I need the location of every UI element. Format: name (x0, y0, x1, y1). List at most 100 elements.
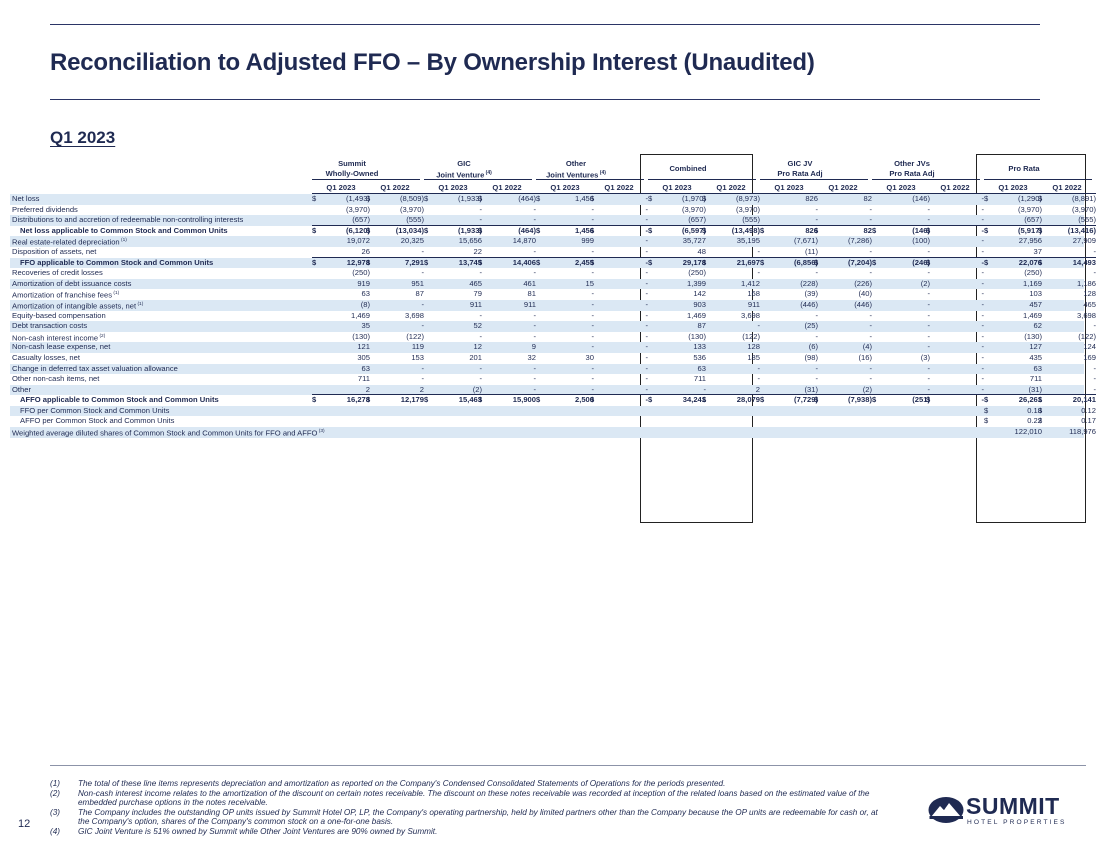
table-row: Amortization of intangible assets, net (… (10, 299, 1096, 311)
table-cell: (6,120) (345, 225, 370, 235)
currency-symbol: $ (424, 395, 429, 405)
table-cell: (657) (688, 215, 706, 225)
table-cell: (130) (1024, 331, 1042, 341)
table-cell: - (591, 246, 594, 256)
table-cell: (250) (688, 268, 706, 278)
table-cell: - (927, 215, 930, 225)
table-cell: (6,597) (681, 225, 706, 235)
table-cell: 27,956 (1018, 236, 1042, 246)
table-cell: 12,978 (346, 257, 370, 267)
table-cell: 16,278 (346, 395, 370, 405)
table-cell: - (869, 310, 872, 320)
table-cell: 82 (863, 194, 872, 203)
table-cell: (7,286) (847, 236, 872, 246)
subtotal-underline (872, 256, 930, 258)
table-cell: 169 (1083, 352, 1096, 362)
table-cell: (7,729) (793, 395, 818, 405)
table-cell: (100) (912, 236, 930, 246)
table-cell: 536 (693, 352, 706, 362)
row-label: Other (12, 384, 31, 394)
table-cell: 951 (411, 278, 424, 288)
column-header: Q1 2023 (998, 183, 1028, 192)
table-cell: 2,455 (574, 257, 594, 267)
table-cell: - (479, 374, 482, 384)
table-cell: - (815, 363, 818, 373)
table-cell: - (869, 331, 872, 341)
subtotal-underline (760, 256, 818, 258)
row-label: Non-cash lease expense, net (12, 342, 111, 352)
subtotal-underline (702, 256, 760, 258)
table-cell: - (981, 278, 984, 288)
table-cell: - (815, 331, 818, 341)
table-cell: - (479, 215, 482, 225)
table-cell: (2) (920, 278, 930, 288)
group-header-underline (648, 179, 756, 180)
table-cell: - (981, 215, 984, 225)
table-cell: - (927, 204, 930, 214)
group-header-line1: GIC JV (787, 159, 813, 168)
currency-symbol: $ (926, 395, 931, 405)
table-cell: (6) (808, 342, 818, 352)
group-header-underline (424, 179, 532, 180)
currency-symbol: $ (926, 257, 931, 267)
page-number: 12 (18, 818, 31, 830)
table-cell: 2 (755, 384, 760, 394)
table-cell: - (645, 289, 648, 299)
table-cell: (555) (742, 215, 760, 225)
table-cell: - (645, 225, 648, 235)
table-cell: 14,406 (512, 257, 536, 267)
group-header-underline (312, 179, 420, 180)
table-cell: - (981, 352, 984, 362)
table-cell: - (645, 194, 648, 203)
table-cell: (146) (912, 194, 930, 203)
currency-symbol: $ (872, 257, 877, 267)
table-cell: - (533, 363, 536, 373)
currency-symbol: $ (1038, 257, 1043, 267)
table-cell: (4) (862, 342, 872, 352)
table-cell: 305 (357, 352, 370, 362)
table-cell: (6,856) (793, 257, 818, 267)
table-row: Disposition of assets, net 26 - 22 - - - 48 - (11… (10, 246, 1096, 258)
table-cell: - (927, 342, 930, 352)
footnote: (4) GIC Joint Venture is 51% owned by Sum… (50, 827, 890, 837)
table-cell: - (421, 363, 424, 373)
subtotal-underline (926, 394, 984, 396)
table-cell: (250) (1024, 268, 1042, 278)
row-label: AFFO per Common Stock and Common Units (20, 416, 175, 426)
currency-symbol: $ (1038, 395, 1043, 405)
table-cell: - (1093, 268, 1096, 278)
group-header-line2: Pro Rata Adj (889, 169, 935, 178)
table-cell: - (421, 374, 424, 384)
table-cell: 1,399 (686, 278, 706, 288)
table-cell: - (757, 374, 760, 384)
table-cell: 826 (805, 194, 818, 203)
column-header-underline (648, 193, 706, 194)
table-cell: - (645, 278, 648, 288)
table-cell: - (591, 268, 594, 278)
table-row: Net loss $ (1,493) $ (8,509) $ (1,933) $ (464) $1… (10, 194, 1096, 205)
column-header-underline (872, 193, 930, 194)
table-cell: - (981, 225, 984, 235)
currency-symbol: $ (814, 225, 819, 235)
footnote-number: (4) (50, 826, 61, 836)
currency-symbol: $ (984, 225, 989, 235)
table-cell: - (645, 215, 648, 225)
table-cell: - (815, 268, 818, 278)
table-cell: - (645, 310, 648, 320)
table-cell: - (869, 268, 872, 278)
table-cell: - (1093, 363, 1096, 373)
row-label: AFFO applicable to Common Stock and Comm… (20, 395, 219, 405)
subtotal-underline (312, 224, 370, 226)
currency-symbol: $ (984, 416, 989, 426)
table-cell: 133 (693, 342, 706, 352)
table-cell: 711 (1029, 374, 1042, 384)
table-row: FFO applicable to Common Stock and Commo… (10, 257, 1096, 269)
table-cell: 999 (581, 236, 594, 246)
table-cell: 7,291 (404, 257, 424, 267)
table-cell: 124 (1083, 342, 1096, 352)
subtotal-underline (478, 394, 536, 396)
table-cell: (228) (800, 278, 818, 288)
table-cell: (3,970) (1017, 204, 1042, 214)
table-cell: 82 (863, 225, 872, 235)
table-cell: - (591, 299, 594, 309)
